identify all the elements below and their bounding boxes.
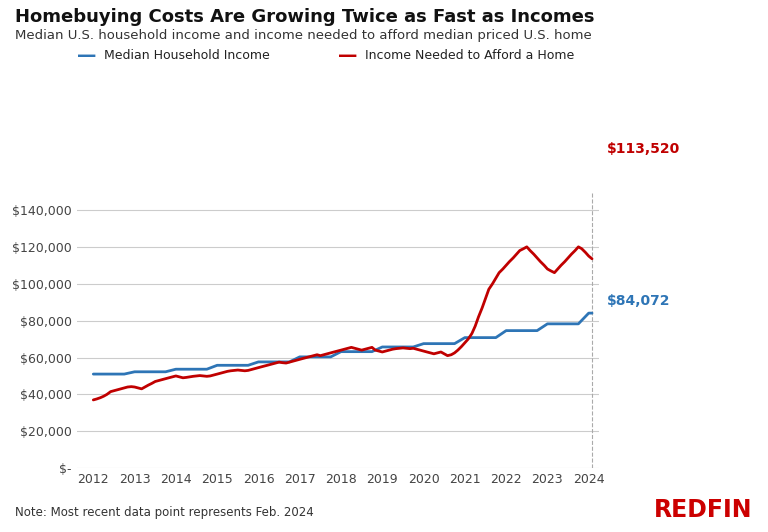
Text: Median Household Income: Median Household Income (104, 49, 270, 62)
Text: $84,072: $84,072 (607, 294, 670, 307)
Text: $113,520: $113,520 (607, 142, 680, 156)
Text: Homebuying Costs Are Growing Twice as Fast as Incomes: Homebuying Costs Are Growing Twice as Fa… (15, 8, 595, 26)
Text: REDFIN: REDFIN (654, 498, 753, 522)
Text: Note: Most recent data point represents Feb. 2024: Note: Most recent data point represents … (15, 506, 314, 519)
Text: Income Needed to Afford a Home: Income Needed to Afford a Home (365, 49, 574, 62)
Text: Median U.S. household income and income needed to afford median priced U.S. home: Median U.S. household income and income … (15, 29, 592, 42)
Text: —: — (77, 46, 96, 65)
Text: —: — (338, 46, 357, 65)
